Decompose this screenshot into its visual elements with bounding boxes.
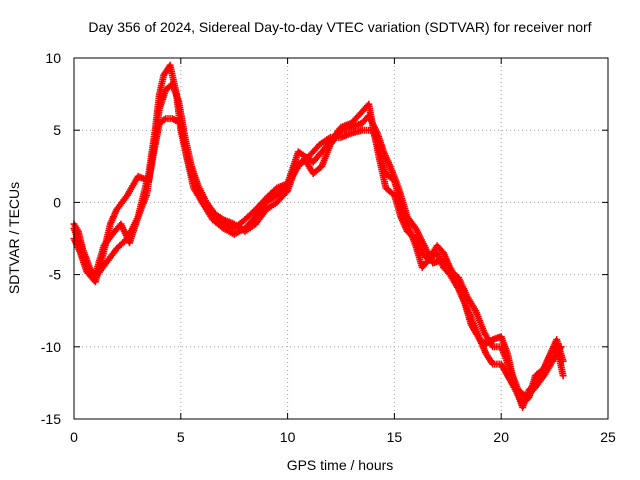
plot-frame — [73, 57, 609, 420]
x-tick-label: 25 — [600, 429, 616, 445]
y-tick-label: -15 — [41, 411, 61, 427]
series-1-markers — [70, 61, 567, 409]
data-points — [70, 61, 567, 411]
y-tick-label: -5 — [49, 267, 62, 283]
series-1 — [70, 61, 567, 409]
y-tick-label: -10 — [41, 339, 61, 355]
series-3-markers — [70, 80, 565, 401]
x-tick-label: 15 — [387, 429, 403, 445]
chart-title: Day 356 of 2024, Sidereal Day-to-day VTE… — [88, 19, 591, 35]
x-axis-label: GPS time / hours — [287, 457, 394, 473]
y-tick-label: 5 — [53, 122, 61, 138]
x-tick-label: 5 — [177, 429, 185, 445]
y-axis-label: SDTVAR / TECUs — [6, 182, 22, 294]
y-tick-label: 10 — [45, 50, 61, 66]
grid-lines — [74, 58, 608, 419]
x-tick-label: 10 — [280, 429, 296, 445]
y-tick-label: 0 — [53, 194, 61, 210]
series-3 — [70, 80, 565, 401]
x-tick-label: 0 — [70, 429, 78, 445]
axis-ticks: 0 5 10 15 20 25 -15 -10 -5 0 5 10 — [41, 50, 616, 445]
x-tick-label: 20 — [493, 429, 509, 445]
